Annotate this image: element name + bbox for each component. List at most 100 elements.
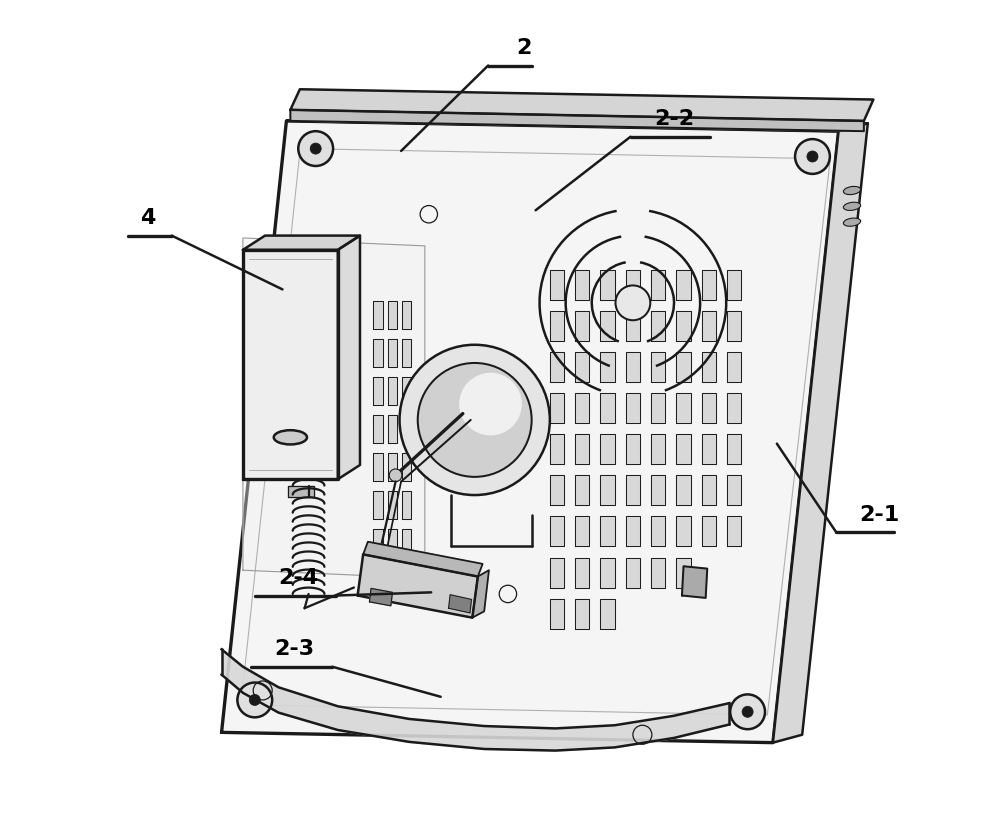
Polygon shape xyxy=(373,377,383,405)
Polygon shape xyxy=(702,434,716,464)
Polygon shape xyxy=(550,311,564,341)
Polygon shape xyxy=(575,475,589,505)
Polygon shape xyxy=(702,352,716,382)
Text: 2-1: 2-1 xyxy=(860,505,900,525)
Polygon shape xyxy=(550,434,564,464)
Polygon shape xyxy=(402,491,411,519)
Polygon shape xyxy=(676,517,691,546)
Polygon shape xyxy=(600,599,615,629)
Polygon shape xyxy=(651,352,665,382)
Polygon shape xyxy=(402,302,411,329)
Polygon shape xyxy=(388,415,397,442)
Polygon shape xyxy=(373,415,383,442)
Polygon shape xyxy=(369,588,392,606)
Polygon shape xyxy=(651,434,665,464)
Polygon shape xyxy=(702,311,716,341)
Circle shape xyxy=(742,706,753,718)
Polygon shape xyxy=(651,475,665,505)
Polygon shape xyxy=(575,517,589,546)
Circle shape xyxy=(249,695,260,705)
Polygon shape xyxy=(388,453,397,481)
Polygon shape xyxy=(373,339,383,367)
Text: 2: 2 xyxy=(516,38,531,59)
Polygon shape xyxy=(727,393,741,423)
Polygon shape xyxy=(626,434,640,464)
Polygon shape xyxy=(575,311,589,341)
Polygon shape xyxy=(402,377,411,405)
Polygon shape xyxy=(373,453,383,481)
Polygon shape xyxy=(651,558,665,588)
Polygon shape xyxy=(727,352,741,382)
Polygon shape xyxy=(626,393,640,423)
Polygon shape xyxy=(727,269,741,300)
Polygon shape xyxy=(676,269,691,300)
Polygon shape xyxy=(575,434,589,464)
Polygon shape xyxy=(651,517,665,546)
Polygon shape xyxy=(472,570,489,618)
Polygon shape xyxy=(290,110,864,131)
Polygon shape xyxy=(626,352,640,382)
Polygon shape xyxy=(222,121,839,742)
Polygon shape xyxy=(600,517,615,546)
Polygon shape xyxy=(676,475,691,505)
Circle shape xyxy=(237,682,272,718)
Polygon shape xyxy=(702,269,716,300)
Circle shape xyxy=(400,344,550,495)
Polygon shape xyxy=(676,434,691,464)
Polygon shape xyxy=(402,529,411,557)
Polygon shape xyxy=(575,558,589,588)
Polygon shape xyxy=(290,89,873,121)
Circle shape xyxy=(310,143,321,154)
Polygon shape xyxy=(727,311,741,341)
Polygon shape xyxy=(575,599,589,629)
Ellipse shape xyxy=(843,202,861,210)
Polygon shape xyxy=(449,595,472,613)
Polygon shape xyxy=(550,269,564,300)
Polygon shape xyxy=(243,238,425,578)
Polygon shape xyxy=(727,517,741,546)
Polygon shape xyxy=(550,599,564,629)
Circle shape xyxy=(298,131,333,166)
Polygon shape xyxy=(651,269,665,300)
Circle shape xyxy=(807,151,818,162)
Polygon shape xyxy=(600,434,615,464)
Polygon shape xyxy=(600,393,615,423)
Polygon shape xyxy=(676,558,691,588)
Ellipse shape xyxy=(843,218,861,227)
Polygon shape xyxy=(773,124,868,742)
Polygon shape xyxy=(600,269,615,300)
Circle shape xyxy=(389,469,402,481)
Polygon shape xyxy=(575,269,589,300)
Circle shape xyxy=(459,372,522,435)
Polygon shape xyxy=(682,566,707,598)
Polygon shape xyxy=(550,393,564,423)
Polygon shape xyxy=(600,311,615,341)
Polygon shape xyxy=(388,302,397,329)
Polygon shape xyxy=(373,302,383,329)
Text: 2-2: 2-2 xyxy=(654,110,694,129)
Circle shape xyxy=(615,285,650,321)
Polygon shape xyxy=(388,491,397,519)
Circle shape xyxy=(795,139,830,174)
Polygon shape xyxy=(243,236,360,250)
Polygon shape xyxy=(388,339,397,367)
Polygon shape xyxy=(402,453,411,481)
Polygon shape xyxy=(626,475,640,505)
Polygon shape xyxy=(651,393,665,423)
Polygon shape xyxy=(676,352,691,382)
Polygon shape xyxy=(575,352,589,382)
Text: 2-3: 2-3 xyxy=(274,639,314,659)
Polygon shape xyxy=(676,393,691,423)
Text: 4: 4 xyxy=(140,208,156,228)
Polygon shape xyxy=(550,517,564,546)
Polygon shape xyxy=(550,475,564,505)
Polygon shape xyxy=(388,377,397,405)
Polygon shape xyxy=(626,311,640,341)
Polygon shape xyxy=(727,475,741,505)
Polygon shape xyxy=(651,311,665,341)
Ellipse shape xyxy=(274,430,307,444)
Polygon shape xyxy=(702,517,716,546)
Polygon shape xyxy=(600,475,615,505)
Polygon shape xyxy=(626,269,640,300)
Polygon shape xyxy=(402,339,411,367)
